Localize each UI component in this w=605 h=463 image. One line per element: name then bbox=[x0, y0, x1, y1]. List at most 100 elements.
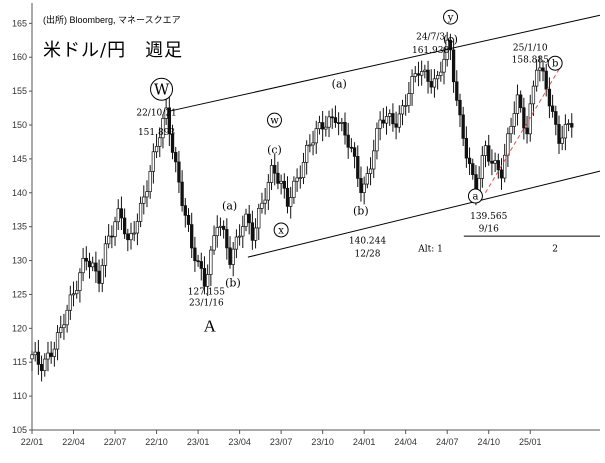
candle-body bbox=[352, 147, 357, 157]
candle-body bbox=[471, 163, 475, 175]
candle-body bbox=[455, 81, 459, 101]
candle-body bbox=[253, 227, 258, 241]
candle-body bbox=[423, 69, 427, 72]
candle-body bbox=[228, 247, 232, 265]
wave-circle bbox=[547, 55, 563, 71]
y-tick-label: 150 bbox=[12, 120, 27, 130]
candle-body bbox=[91, 262, 95, 268]
wave-label: 23/1/16 bbox=[189, 298, 224, 308]
candle-body bbox=[186, 215, 191, 225]
candle-body bbox=[237, 235, 242, 238]
candle-body bbox=[142, 196, 146, 204]
candle-body bbox=[503, 154, 507, 179]
wave-label: 140.244 bbox=[349, 237, 386, 247]
candle-body bbox=[394, 123, 398, 128]
candle-body bbox=[84, 257, 88, 262]
x-tick-label: 25/01 bbox=[519, 437, 542, 447]
wave-circle bbox=[467, 188, 483, 204]
wave-label: x bbox=[278, 225, 284, 236]
x-tick-label: 24/10 bbox=[477, 437, 500, 447]
candle-body bbox=[282, 180, 286, 189]
candle-body bbox=[311, 142, 315, 146]
x-tick-label: 22/07 bbox=[104, 437, 127, 447]
candle-body bbox=[416, 73, 421, 76]
wave-circle bbox=[266, 112, 282, 128]
candle-body bbox=[138, 202, 143, 222]
candle-body bbox=[110, 235, 114, 238]
candle-body bbox=[43, 358, 47, 371]
candle-body bbox=[190, 224, 194, 249]
candle-body bbox=[407, 93, 411, 106]
candle-body bbox=[119, 208, 124, 219]
candle-body bbox=[180, 181, 184, 206]
x-tick-label: 23/07 bbox=[270, 437, 293, 447]
y-tick-label: 105 bbox=[12, 425, 27, 435]
wave-label: 161.938 bbox=[412, 46, 449, 56]
candle-body bbox=[509, 126, 513, 135]
candle-body bbox=[519, 94, 523, 109]
candle-body bbox=[404, 105, 408, 107]
candle-body bbox=[550, 105, 555, 112]
candle-body bbox=[263, 199, 267, 204]
candle-body bbox=[515, 94, 520, 114]
candle-body bbox=[183, 205, 187, 216]
candle-body bbox=[493, 160, 497, 164]
candle-body bbox=[206, 274, 210, 287]
candle-body bbox=[212, 235, 216, 251]
y-tick-label: 135 bbox=[12, 222, 27, 232]
candle-body bbox=[75, 290, 79, 295]
x-tick-label: 24/04 bbox=[394, 437, 417, 447]
candle-body bbox=[269, 165, 274, 183]
candle-body bbox=[276, 172, 280, 184]
candle-body bbox=[336, 122, 341, 124]
wave-label: 22/10/21 bbox=[136, 109, 176, 119]
trendline-4 bbox=[484, 67, 561, 194]
wave-label: y bbox=[447, 13, 454, 24]
candle-body bbox=[148, 171, 152, 193]
candle-body bbox=[301, 161, 306, 178]
wave-label: 12/28 bbox=[355, 249, 381, 259]
trendline-2 bbox=[247, 170, 601, 258]
candle-body bbox=[202, 268, 207, 287]
candle-body bbox=[531, 85, 536, 105]
candle-body bbox=[97, 270, 101, 284]
candle-body bbox=[100, 265, 104, 284]
candle-body bbox=[487, 145, 491, 162]
candle-body bbox=[362, 183, 366, 193]
y-tick-label: 120 bbox=[12, 323, 27, 333]
y-tick-label: 130 bbox=[12, 256, 27, 266]
x-tick-label: 24/01 bbox=[353, 437, 376, 447]
candle-body bbox=[308, 144, 312, 147]
candle-body bbox=[522, 107, 526, 129]
candle-body bbox=[78, 272, 82, 291]
candle-body bbox=[71, 293, 76, 296]
candle-body bbox=[158, 137, 162, 147]
candle-body bbox=[451, 49, 456, 83]
candle-body bbox=[499, 169, 504, 179]
candle-body bbox=[506, 133, 510, 156]
candle-body bbox=[429, 81, 433, 88]
wave-label: 158.885 bbox=[512, 56, 549, 66]
candle-body bbox=[566, 123, 571, 125]
candle-body bbox=[563, 124, 568, 139]
chart-title: 米ドル/円 週足 bbox=[43, 40, 184, 61]
candle-body bbox=[375, 127, 379, 152]
candle-body bbox=[241, 226, 245, 237]
candle-body bbox=[384, 116, 389, 124]
candle-body bbox=[295, 177, 299, 182]
candle-body bbox=[557, 124, 561, 144]
y-tick-label: 145 bbox=[12, 154, 27, 164]
candle-body bbox=[554, 111, 558, 125]
candle-body bbox=[257, 207, 261, 229]
wave-label: (a) bbox=[332, 78, 347, 91]
candle-body bbox=[260, 202, 264, 209]
candle-body bbox=[33, 351, 37, 356]
candle-body bbox=[458, 99, 462, 116]
candle-body bbox=[397, 113, 401, 128]
trendline-1 bbox=[168, 14, 601, 112]
candle-body bbox=[432, 78, 437, 88]
candle-body bbox=[426, 69, 430, 82]
wave-label: (c) bbox=[443, 33, 458, 46]
candle-body bbox=[209, 249, 213, 275]
candle-body bbox=[132, 232, 136, 235]
